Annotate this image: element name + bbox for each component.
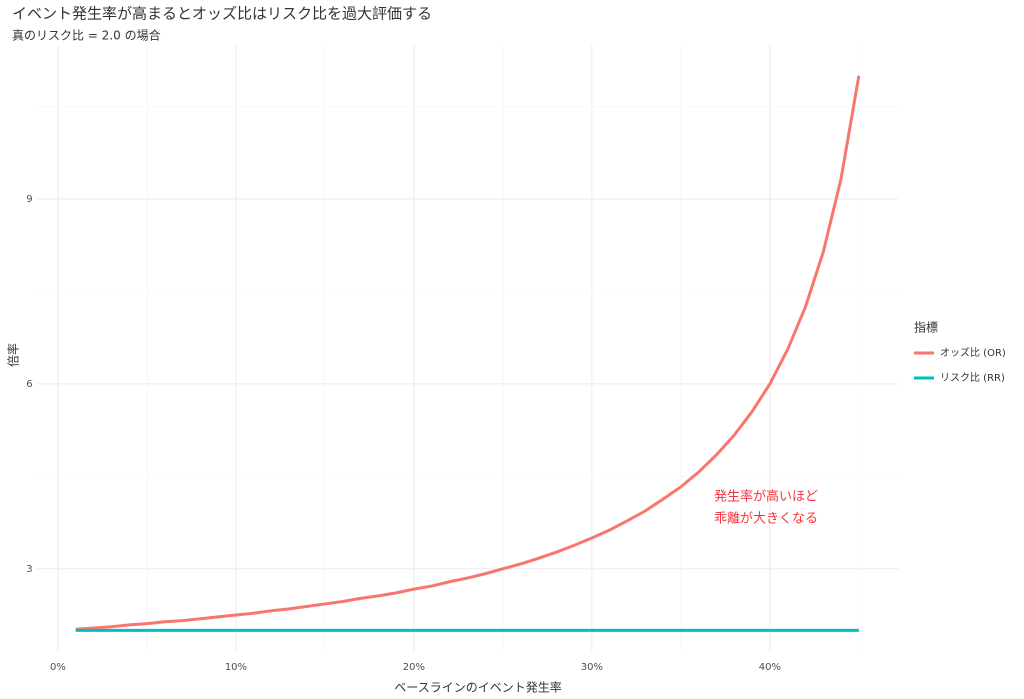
series-line [75,75,861,631]
x-axis-label: ベースラインのイベント発生率 [394,680,561,695]
y-axis-label: 倍率 [6,343,21,367]
chart-title: イベント発生率が高まるとオッズ比はリスク比を過大評価する [12,5,432,23]
x-tick-label: 20% [403,662,425,673]
y-tick-label: 3 [26,564,32,575]
x-tick-label: 0% [50,662,66,673]
legend-title: 指標 [914,320,938,335]
y-tick-label: 6 [26,379,32,390]
x-tick-label: 10% [225,662,247,673]
x-tick-label: 40% [759,662,781,673]
x-tick-label: 30% [581,662,603,673]
legend-label: リスク比 (RR) [940,372,1005,384]
annotation: 乖離が大きくなる [714,512,818,527]
chart-subtitle: 真のリスク比 = 2.0 の場合 [12,28,161,43]
y-tick-label: 9 [26,194,32,205]
legend-label: オッズ比 (OR) [940,346,1006,359]
annotation: 発生率が高いほど [714,489,818,505]
